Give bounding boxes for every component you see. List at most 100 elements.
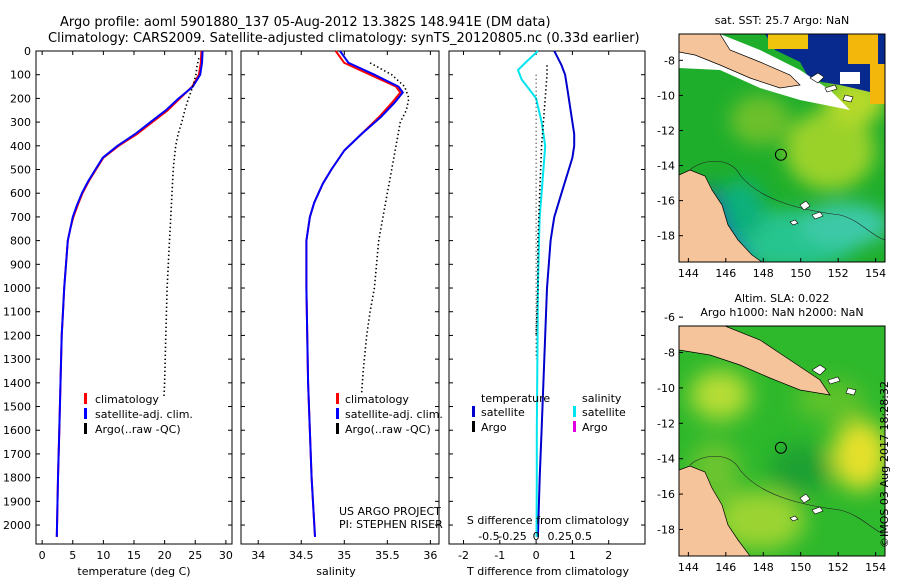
y-tick-label: 400 bbox=[10, 140, 31, 153]
lat-tick-label: -12 bbox=[657, 124, 675, 137]
difference-x-axis: -2 -1 0 1 2 bbox=[458, 51, 612, 562]
lon-tick-label: 154 bbox=[865, 267, 886, 280]
salinity-panel: 34 34.5 35 35.5 36 climatology satellite-adj… bbox=[240, 50, 443, 578]
legend-label-argo: Argo(..raw -QC) bbox=[345, 423, 431, 436]
project-annotation: US ARGO PROJECT bbox=[339, 505, 441, 518]
lat-tick-label: -16 bbox=[657, 195, 675, 208]
difference-panel: -2 -1 0 1 2 temperature salinity satellite A… bbox=[448, 50, 646, 578]
x-tick-label: 0 bbox=[39, 549, 46, 562]
sla-map-frame bbox=[678, 325, 886, 557]
lat-tick-label: -8 bbox=[664, 54, 675, 67]
legend-swatch-argo bbox=[336, 423, 339, 434]
argo-location-marker bbox=[774, 148, 787, 161]
legend-swatch-climatology bbox=[336, 393, 339, 404]
x-tick-label: 2 bbox=[605, 549, 612, 562]
salinity-x-axis: 34 34.5 35 35.5 36 bbox=[251, 51, 437, 562]
legend-label-argo: Argo(..raw -QC) bbox=[95, 423, 181, 436]
y-tick-label: 900 bbox=[10, 258, 31, 271]
y-tick-label: 1100 bbox=[3, 306, 31, 319]
sst-map: sat. SST: 25.7 Argo: NaN bbox=[657, 14, 886, 280]
lon-tick-label: 144 bbox=[678, 267, 699, 280]
y-tick-label: 200 bbox=[10, 92, 31, 105]
sst-map-lon-axis: 144 146 148 150 152 154 bbox=[678, 258, 886, 280]
lon-tick-label: 150 bbox=[790, 561, 811, 574]
salinity-legend: climatology satellite-adj. clim. Argo(..… bbox=[336, 393, 443, 436]
figure-title-line2: Climatology: CARS2009. Satellite-adjuste… bbox=[48, 31, 640, 46]
sst-map-frame bbox=[678, 33, 886, 263]
x-tick-label: 34.5 bbox=[289, 549, 314, 562]
lon-tick-label: 150 bbox=[790, 267, 811, 280]
lon-tick-label: 152 bbox=[828, 267, 849, 280]
salinity-diff-tick-labels: -0.5-0.25 0 0.25 0.5 bbox=[478, 530, 592, 543]
legend-label-satellite-adj: satellite-adj. clim. bbox=[95, 408, 193, 421]
salinity-diff-tick-label: -0.25 bbox=[498, 530, 526, 543]
sla-map-title: Altim. SLA: 0.022 bbox=[734, 292, 829, 305]
y-tick-label: 300 bbox=[10, 116, 31, 129]
salinity-series bbox=[305, 50, 410, 537]
legend-swatch-satellite-adj bbox=[84, 408, 87, 419]
x-tick-label: 36 bbox=[423, 549, 437, 562]
salinity-diff-tick-label: 0 bbox=[533, 530, 540, 543]
temperature-legend: climatology satellite-adj. clim. Argo(..… bbox=[84, 393, 193, 436]
lon-tick-label: 146 bbox=[715, 561, 736, 574]
y-tick-label: 2000 bbox=[3, 519, 31, 532]
y-tick-label: 100 bbox=[10, 69, 31, 82]
legend-swatch-argo bbox=[84, 423, 87, 434]
imos-credit: ©IMOS 03-Aug-2017 18:28:32 bbox=[878, 381, 891, 548]
temperature-x-label: temperature (deg C) bbox=[77, 565, 190, 578]
legend-swatch-sal-satellite bbox=[573, 406, 576, 417]
series-line-satellite-adj-clim- bbox=[55, 50, 204, 537]
x-tick-label: 15 bbox=[127, 549, 141, 562]
y-tick-label: 1000 bbox=[3, 282, 31, 295]
salinity-y-ticks bbox=[241, 50, 439, 526]
y-tick-label: 0 bbox=[24, 45, 31, 58]
sst-map-title: sat. SST: 25.7 Argo: NaN bbox=[715, 14, 849, 27]
lat-tick-label: -18 bbox=[657, 523, 675, 536]
lat-tick-label: -14 bbox=[657, 160, 675, 173]
legend-label-sal-satellite: satellite bbox=[582, 406, 626, 419]
legend-swatch-sal-argo bbox=[573, 421, 576, 432]
y-tick-label: 500 bbox=[10, 164, 31, 177]
salinity-diff-x-label: S difference from climatology bbox=[467, 514, 630, 527]
legend-label-satellite-adj: satellite-adj. clim. bbox=[345, 408, 443, 421]
legend-label-temp-argo: Argo bbox=[481, 421, 507, 434]
y-tick-label: 1900 bbox=[3, 495, 31, 508]
x-tick-label: 30 bbox=[219, 549, 233, 562]
x-tick-label: 1 bbox=[569, 549, 576, 562]
lat-tick-label: -10 bbox=[657, 382, 675, 395]
legend-label-climatology: climatology bbox=[95, 393, 159, 406]
salinity-diff-tick-label: 0.5 bbox=[575, 530, 593, 543]
legend-swatch-satellite-adj bbox=[336, 408, 339, 419]
lon-tick-label: 154 bbox=[865, 561, 886, 574]
y-tick-label: 1200 bbox=[3, 329, 31, 342]
x-tick-label: -1 bbox=[494, 549, 505, 562]
difference-series bbox=[517, 50, 576, 537]
x-tick-label: 5 bbox=[69, 549, 76, 562]
x-tick-label: 0 bbox=[533, 549, 540, 562]
x-tick-label: 35 bbox=[337, 549, 351, 562]
lat-tick-label: -16 bbox=[657, 488, 675, 501]
y-tick-label: 1700 bbox=[3, 448, 31, 461]
temperature-diff-x-label: T difference from climatology bbox=[466, 565, 629, 578]
lat-tick-label: -8 bbox=[664, 347, 675, 360]
y-tick-label: 800 bbox=[10, 235, 31, 248]
x-tick-label: 20 bbox=[158, 549, 172, 562]
lat-tick-label: -12 bbox=[657, 417, 675, 430]
sst-map-field bbox=[679, 34, 885, 262]
y-tick-label: 1500 bbox=[3, 401, 31, 414]
y-tick-label: 1600 bbox=[3, 424, 31, 437]
x-tick-label: 25 bbox=[188, 549, 202, 562]
lon-tick-label: 144 bbox=[678, 561, 699, 574]
legend-swatch-temp-argo bbox=[472, 421, 475, 432]
sla-map-subtitle: Argo h1000: NaN h2000: NaN bbox=[700, 306, 863, 319]
lat-tick-label: -6 bbox=[664, 311, 675, 324]
temperature-x-axis: 0 5 10 15 20 25 30 bbox=[39, 51, 233, 562]
pi-annotation: PI: STEPHEN RISER bbox=[339, 518, 443, 531]
lon-tick-label: 148 bbox=[753, 561, 774, 574]
legend-title-salinity: salinity bbox=[582, 392, 622, 405]
series-line-temperature-satellite bbox=[536, 50, 576, 537]
lat-tick-label: -18 bbox=[657, 230, 675, 243]
x-tick-label: 34 bbox=[251, 549, 265, 562]
salinity-diff-tick-label: -0.5 bbox=[478, 530, 499, 543]
